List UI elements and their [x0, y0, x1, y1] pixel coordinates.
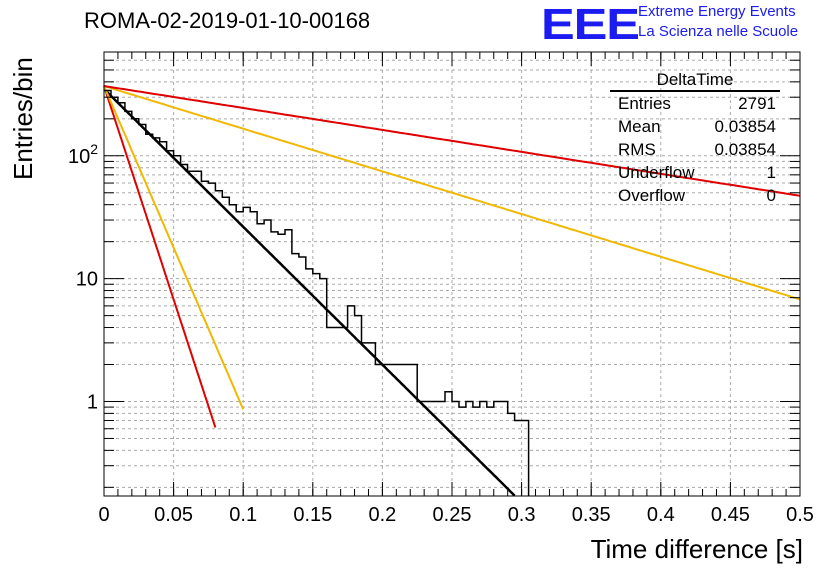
histogram-outline [104, 89, 530, 496]
stats-value: 1 [766, 163, 776, 182]
stats-label: Overflow [618, 186, 686, 205]
stats-label: Underflow [618, 163, 695, 182]
y-axis-label: Entries/bin [8, 57, 38, 180]
stats-row: Entries 2791 [610, 92, 780, 115]
y-tick-label: 102 [68, 141, 98, 168]
stats-box: DeltaTime Entries 2791 Mean 0.03854 RMS … [610, 70, 780, 207]
x-tick-label: 0.45 [711, 504, 750, 526]
stats-row: Mean 0.03854 [610, 115, 780, 138]
stats-label: RMS [618, 140, 656, 159]
fit-curve [103, 88, 516, 497]
stats-value: 0.03854 [714, 117, 776, 136]
logo-line-1: Extreme Energy Events [638, 3, 796, 20]
stats-row: Underflow 1 [610, 161, 780, 184]
plot-title: ROMA-02-2019-01-10-00168 [84, 8, 371, 33]
x-tick-label: 0.15 [293, 504, 332, 526]
fit-curves [103, 85, 801, 497]
stats-value: 0 [766, 186, 776, 205]
eee-logo: EEE [541, 0, 640, 49]
fit-curve [103, 85, 801, 197]
x-tick-label: 0.5 [786, 504, 814, 526]
x-tick-label: 0.3 [508, 504, 536, 526]
histogram [104, 89, 530, 496]
stats-title: DeltaTime [610, 70, 780, 92]
x-tick-label: 0.1 [229, 504, 257, 526]
x-tick-label: 0.2 [368, 504, 396, 526]
axis-ticks [103, 51, 801, 496]
fit-curve [103, 85, 217, 428]
stats-value: 0.03854 [714, 140, 776, 159]
x-tick-label: 0.25 [433, 504, 472, 526]
stats-row: RMS 0.03854 [610, 138, 780, 161]
grid [104, 51, 800, 496]
stats-row: Overflow 0 [610, 184, 780, 207]
x-tick-label: 0.05 [154, 504, 193, 526]
fit-curve [103, 85, 245, 410]
stats-label: Mean [618, 117, 661, 136]
fit-curve [103, 85, 801, 301]
x-axis-label: Time difference [s] [590, 534, 803, 564]
y-tick-label: 10 [76, 269, 98, 291]
logo-line-2: La Scienza nelle Scuole [638, 23, 799, 40]
stats-label: Entries [618, 94, 671, 113]
x-tick-label: 0.35 [572, 504, 611, 526]
axis-tick-labels: 0 0.05 0.1 0.15 0.2 0.25 0.3 0.35 0.4 0.45 0.51101… [68, 141, 814, 526]
x-tick-label: 0.4 [647, 504, 675, 526]
y-tick-label: 1 [87, 391, 98, 413]
x-tick-label: 0 [98, 504, 109, 526]
stats-value: 2791 [738, 94, 776, 113]
